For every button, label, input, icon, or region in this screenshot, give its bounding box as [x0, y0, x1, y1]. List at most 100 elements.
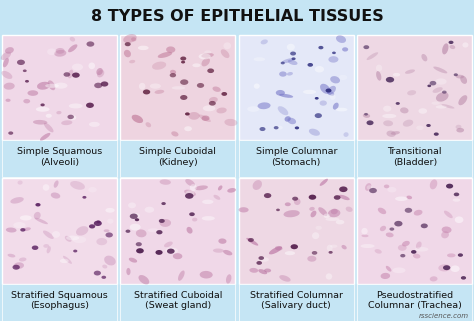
Ellipse shape [433, 66, 447, 74]
Ellipse shape [10, 197, 24, 204]
Circle shape [181, 61, 185, 64]
Ellipse shape [331, 209, 338, 214]
Ellipse shape [416, 126, 424, 130]
Circle shape [326, 89, 331, 92]
Ellipse shape [307, 256, 317, 262]
Ellipse shape [318, 207, 328, 216]
Ellipse shape [1, 52, 11, 60]
Ellipse shape [170, 70, 176, 74]
Bar [120, 140, 235, 177]
Circle shape [290, 52, 296, 56]
Circle shape [86, 103, 94, 108]
Circle shape [167, 248, 174, 254]
Circle shape [292, 197, 298, 201]
Circle shape [319, 46, 323, 49]
Ellipse shape [127, 268, 130, 275]
Ellipse shape [8, 254, 15, 257]
Ellipse shape [123, 34, 137, 43]
Bar [239, 284, 354, 321]
Bar [120, 284, 235, 321]
Ellipse shape [279, 275, 291, 282]
Ellipse shape [309, 207, 315, 211]
Circle shape [396, 102, 400, 105]
Ellipse shape [458, 95, 467, 105]
Circle shape [221, 92, 227, 96]
Ellipse shape [226, 274, 231, 283]
Ellipse shape [400, 108, 409, 113]
Ellipse shape [68, 44, 77, 52]
Circle shape [67, 115, 74, 119]
Circle shape [130, 213, 138, 219]
Ellipse shape [138, 275, 149, 284]
Circle shape [209, 101, 216, 106]
Circle shape [248, 238, 254, 242]
Ellipse shape [104, 229, 109, 232]
Ellipse shape [456, 125, 461, 129]
Circle shape [332, 52, 336, 54]
Ellipse shape [414, 210, 422, 216]
Ellipse shape [341, 245, 346, 249]
Ellipse shape [213, 195, 220, 200]
Ellipse shape [249, 268, 258, 273]
Circle shape [197, 83, 204, 88]
Ellipse shape [384, 185, 389, 188]
Ellipse shape [324, 213, 330, 218]
Ellipse shape [415, 247, 428, 252]
Ellipse shape [4, 82, 15, 90]
Ellipse shape [56, 111, 62, 114]
Circle shape [315, 97, 319, 100]
Ellipse shape [47, 48, 56, 55]
Ellipse shape [330, 245, 337, 248]
Ellipse shape [328, 56, 338, 63]
Ellipse shape [275, 246, 283, 251]
Bar [2, 284, 117, 321]
Ellipse shape [436, 105, 447, 108]
Circle shape [328, 251, 333, 254]
Ellipse shape [70, 37, 75, 42]
Circle shape [94, 271, 101, 275]
Circle shape [143, 90, 150, 94]
Ellipse shape [184, 190, 196, 196]
Circle shape [64, 72, 70, 77]
Ellipse shape [61, 120, 73, 125]
Ellipse shape [201, 116, 210, 121]
Circle shape [274, 126, 279, 129]
Circle shape [25, 80, 29, 82]
Ellipse shape [433, 87, 443, 93]
Circle shape [185, 193, 193, 199]
Ellipse shape [330, 94, 336, 100]
Ellipse shape [260, 257, 269, 262]
Text: Simple Columnar
(Stomach): Simple Columnar (Stomach) [255, 147, 337, 167]
Ellipse shape [73, 236, 86, 243]
Circle shape [89, 224, 95, 229]
Ellipse shape [264, 268, 271, 273]
Ellipse shape [43, 184, 49, 191]
Circle shape [390, 228, 394, 231]
Circle shape [428, 84, 431, 87]
Ellipse shape [43, 244, 49, 248]
Ellipse shape [218, 186, 222, 190]
Ellipse shape [287, 72, 293, 76]
Circle shape [23, 69, 27, 72]
Ellipse shape [23, 99, 30, 103]
Ellipse shape [442, 43, 448, 54]
Ellipse shape [438, 264, 451, 272]
Ellipse shape [44, 123, 54, 132]
Ellipse shape [172, 86, 185, 90]
Ellipse shape [442, 227, 452, 233]
Ellipse shape [435, 78, 447, 85]
Ellipse shape [43, 230, 54, 239]
Circle shape [421, 223, 428, 228]
Ellipse shape [173, 253, 182, 259]
Ellipse shape [327, 86, 336, 95]
Circle shape [458, 253, 463, 257]
Ellipse shape [436, 92, 448, 102]
Ellipse shape [202, 216, 215, 221]
Ellipse shape [261, 39, 268, 44]
Ellipse shape [405, 69, 415, 74]
Circle shape [443, 265, 450, 270]
Ellipse shape [68, 70, 73, 78]
Ellipse shape [46, 246, 51, 253]
Circle shape [364, 45, 369, 49]
Circle shape [339, 187, 347, 192]
